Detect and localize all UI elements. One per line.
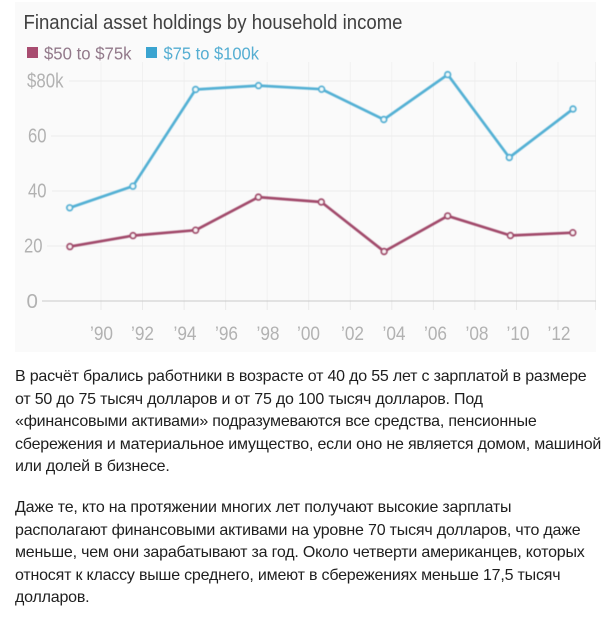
- svg-text:20: 20: [24, 234, 43, 257]
- svg-text:’10: ’10: [507, 323, 530, 345]
- svg-text:’12: ’12: [548, 323, 571, 345]
- svg-text:’08: ’08: [466, 323, 489, 345]
- svg-text:’04: ’04: [383, 323, 406, 345]
- svg-text:’90: ’90: [90, 323, 113, 345]
- svg-text:$50 to $75k: $50 to $75k: [44, 44, 132, 64]
- svg-text:’00: ’00: [297, 323, 320, 345]
- svg-text:60: 60: [28, 124, 47, 147]
- svg-text:Financial asset holdings by ho: Financial asset holdings by household in…: [24, 12, 403, 34]
- svg-text:’02: ’02: [341, 323, 364, 345]
- svg-text:’94: ’94: [174, 323, 197, 345]
- svg-text:’96: ’96: [215, 323, 238, 345]
- svg-text:0: 0: [27, 290, 38, 313]
- svg-text:40: 40: [28, 179, 47, 202]
- svg-text:$75 to $100k: $75 to $100k: [164, 44, 260, 64]
- svg-text:’98: ’98: [257, 323, 280, 345]
- svg-text:’06: ’06: [424, 323, 447, 345]
- svg-text:$80k: $80k: [27, 69, 64, 92]
- svg-text:’92: ’92: [131, 323, 154, 345]
